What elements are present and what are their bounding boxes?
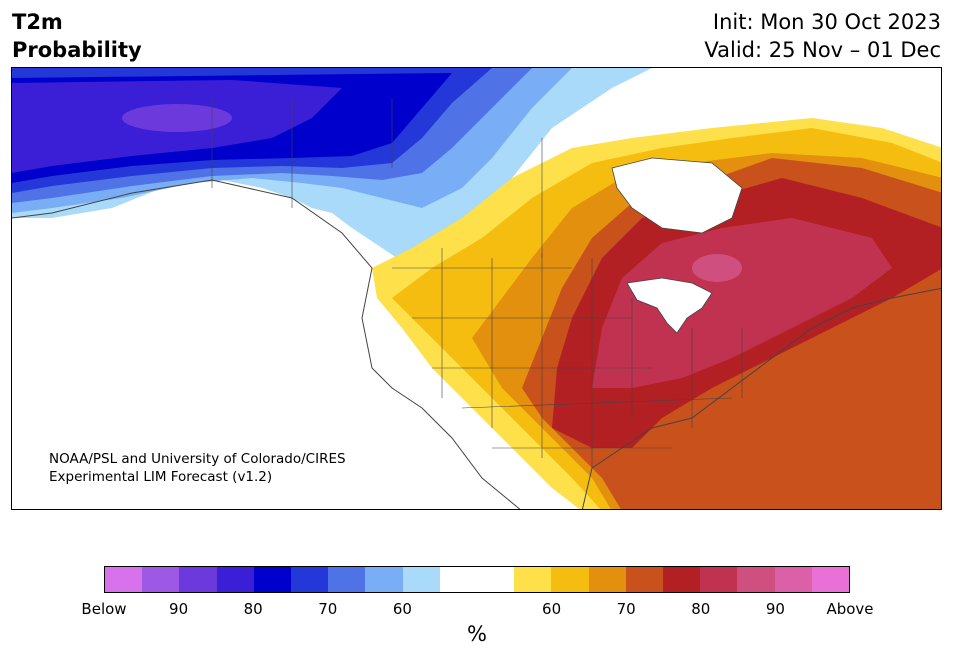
colorbar-cell xyxy=(253,567,292,592)
colorbar-tick-label: 90 xyxy=(765,600,785,618)
colorbar-cell xyxy=(216,567,254,592)
colorbar-tick-label: 60 xyxy=(392,600,412,618)
colorbar-cell xyxy=(514,567,552,592)
colorbar-tick-label: 70 xyxy=(616,600,636,618)
coastline xyxy=(12,179,941,509)
above-core xyxy=(692,254,742,282)
colorbar-cell xyxy=(737,567,775,592)
colorbar-cell xyxy=(663,567,701,592)
colorbar-tick-label: 70 xyxy=(318,600,338,618)
great-lakes xyxy=(626,277,713,334)
colorbar-cell xyxy=(365,567,403,592)
map-title: T2m Probability xyxy=(12,8,142,64)
above-region-crimson xyxy=(592,218,892,388)
credit-line-2: Experimental LIM Forecast (v1.2) xyxy=(49,469,273,485)
title-line-1: T2m xyxy=(12,10,63,34)
hudson-bay xyxy=(611,157,743,234)
colorbar-unit: % xyxy=(467,622,487,646)
colorbar-cell xyxy=(402,567,440,592)
title-line-2: Probability xyxy=(12,38,142,62)
colorbar-cell xyxy=(291,567,329,592)
colorbar-tick-label: 80 xyxy=(243,600,263,618)
colorbar-cell xyxy=(439,567,478,592)
colorbar-cell xyxy=(811,567,850,592)
credit-text: NOAA/PSL and University of Colorado/CIRE… xyxy=(49,450,346,486)
forecast-info: Init: Mon 30 Oct 2023 Valid: 25 Nov – 01… xyxy=(704,8,941,64)
colorbar-cell xyxy=(105,567,143,592)
colorbar xyxy=(104,566,850,593)
colorbar-cell xyxy=(551,567,589,592)
colorbar-cell xyxy=(179,567,217,592)
colorbar-tick-label: 90 xyxy=(169,600,189,618)
colorbar-cell xyxy=(477,567,515,592)
map-panel xyxy=(11,67,942,510)
colorbar-cell xyxy=(774,567,812,592)
colorbar-cell xyxy=(142,567,180,592)
colorbar-tick-label: 80 xyxy=(691,600,711,618)
credit-line-1: NOAA/PSL and University of Colorado/CIRE… xyxy=(49,451,346,467)
colorbar-cell xyxy=(328,567,366,592)
valid-range: Valid: 25 Nov – 01 Dec xyxy=(704,38,941,62)
init-date: Init: Mon 30 Oct 2023 xyxy=(712,10,941,34)
borders xyxy=(211,98,743,468)
forecast-map xyxy=(12,68,941,509)
colorbar-cell xyxy=(625,567,664,592)
colorbar-tick-label: Below xyxy=(81,600,127,618)
colorbar-cell xyxy=(588,567,626,592)
colorbar-tick-label: 60 xyxy=(542,600,562,618)
below-core xyxy=(122,104,232,132)
colorbar-cell xyxy=(700,567,738,592)
colorbar-tick-label: Above xyxy=(826,600,874,618)
